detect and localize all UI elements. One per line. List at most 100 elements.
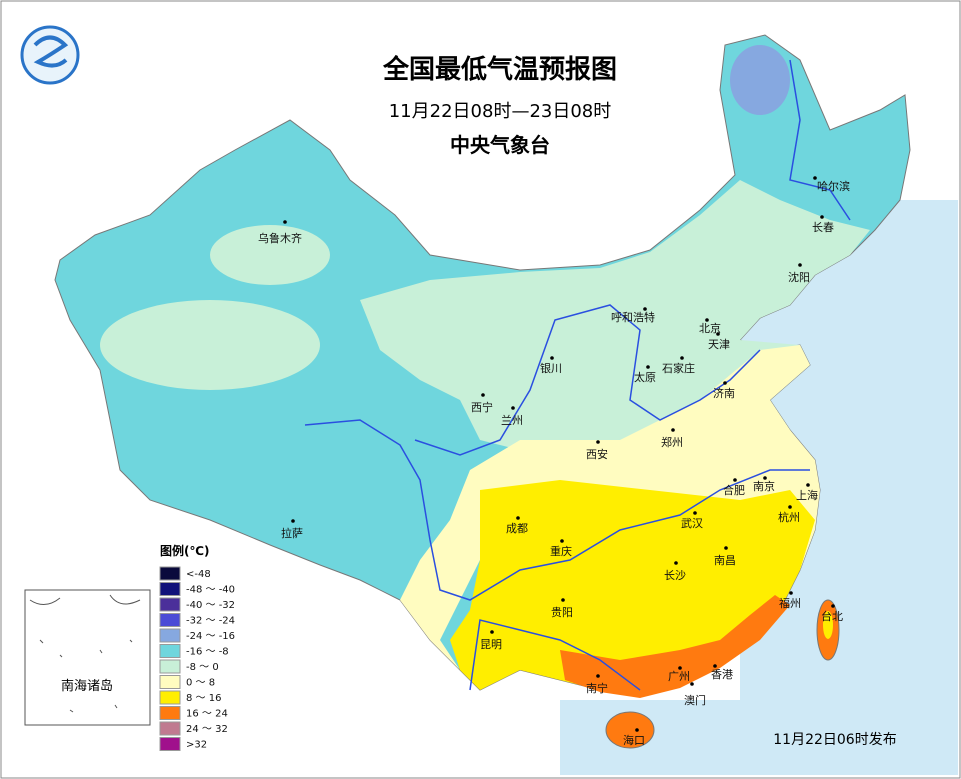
city-label: 澳门 [684, 693, 706, 707]
legend-swatch [159, 597, 181, 612]
city-label: 杭州 [778, 510, 800, 524]
legend-swatch [159, 737, 181, 751]
city-dot [705, 318, 709, 322]
agency: 中央气象台 [450, 133, 550, 157]
city-label: 香港 [711, 668, 733, 681]
legend-swatch [159, 582, 181, 596]
city-dot [723, 381, 727, 385]
city-dot [680, 356, 684, 360]
city-dot [550, 356, 554, 360]
legend-title: 图例(℃) [160, 543, 210, 558]
legend-swatch [159, 613, 181, 627]
city-label: 南京 [753, 479, 775, 493]
city-label: 兰州 [501, 414, 523, 427]
city-dot [291, 519, 295, 523]
city-label: 济南 [713, 386, 735, 400]
legend-swatch [159, 566, 181, 581]
city-dot [635, 728, 639, 732]
city-label: 福州 [779, 596, 801, 610]
city-label: 武汉 [681, 517, 703, 530]
city-label: 上海 [796, 488, 818, 502]
city-label: 昆明 [480, 638, 502, 651]
inset-islands [29, 594, 141, 713]
city-dot [643, 307, 647, 311]
city-label: 太原 [634, 371, 656, 384]
city-dot [724, 546, 728, 550]
legend-label: 0 ～ 8 [186, 678, 215, 689]
legend: <-48 -48 ～ -40 -40 ～ -32 -32 ～ -24 -24 ～ -16… [159, 566, 235, 751]
legend-swatch [159, 628, 181, 643]
city-dot [789, 591, 793, 595]
city-dot [831, 604, 835, 608]
legend-label: -24 ～ -16 [186, 631, 235, 642]
city-label: 长春 [812, 221, 834, 234]
inset-box [24, 589, 151, 726]
legend-swatch [159, 644, 181, 658]
logo-mark [33, 35, 69, 68]
city-label: 西宁 [471, 400, 493, 414]
city-label: 贵阳 [551, 606, 573, 619]
city-dot [516, 516, 520, 520]
city-dot [788, 505, 792, 509]
city-label: 天津 [708, 338, 730, 351]
rivers [304, 59, 851, 691]
city-dot [646, 365, 650, 369]
legend-swatch [159, 721, 181, 736]
legend-label: -32 ～ -24 [186, 616, 235, 627]
inset-label: 南海诸岛 [61, 678, 113, 694]
city-dot [596, 440, 600, 444]
city-label: 合肥 [723, 483, 745, 497]
city-dot [820, 215, 824, 219]
legend-label: >32 [186, 740, 207, 751]
city-label: 广州 [668, 670, 690, 683]
city-label: 拉萨 [281, 526, 303, 540]
zone-minus24-16 [730, 45, 790, 115]
city-dot [763, 476, 767, 480]
legend-swatch [159, 690, 181, 705]
title: 全国最低气温预报图 [382, 54, 617, 85]
city-dot [713, 664, 717, 668]
city-label: 哈尔滨 [817, 179, 850, 193]
legend-label: -48 ～ -40 [186, 585, 235, 596]
city-dot [813, 176, 817, 180]
subtitle: 11月22日08时—23日08时 [389, 101, 612, 122]
legend-label: 8 ～ 16 [186, 693, 221, 704]
city-dot [798, 263, 802, 267]
zone-0-8 [400, 345, 820, 670]
legend-label: -40 ～ -32 [186, 600, 235, 611]
city-dot [596, 674, 600, 678]
zone-minus8-0 [100, 300, 320, 390]
legend-label: -8 ～ 0 [186, 662, 219, 673]
taiwan-inner [823, 611, 833, 639]
city-label: 北京 [699, 321, 721, 335]
city-label: 石家庄 [662, 361, 695, 375]
sea [560, 700, 760, 775]
city-dot [511, 406, 515, 410]
city-dot [806, 483, 810, 487]
city-dot [733, 478, 737, 482]
city-label: 沈阳 [788, 270, 810, 284]
city-label: 银川 [540, 361, 562, 375]
legend-swatch [159, 706, 181, 720]
city-dot [674, 561, 678, 565]
city-dot [671, 428, 675, 432]
issue-time: 11月22日06时发布 [773, 732, 896, 748]
legend-swatch [159, 675, 181, 689]
city-label: 乌鲁木齐 [258, 231, 302, 245]
city-label: 重庆 [550, 544, 572, 558]
city-label: 海口 [623, 733, 645, 747]
city-dot [490, 630, 494, 634]
city-dot [560, 539, 564, 543]
city-label: 成都 [506, 522, 528, 535]
city-label: 南昌 [714, 554, 736, 567]
city-dot [561, 598, 565, 602]
city-dot [481, 393, 485, 397]
legend-label: 24 ～ 32 [186, 724, 228, 735]
city-dot [693, 511, 697, 515]
zone-minus8-0 [210, 225, 330, 285]
hainan [605, 711, 655, 749]
legend-label: <-48 [186, 569, 211, 580]
city-dot [690, 682, 694, 686]
